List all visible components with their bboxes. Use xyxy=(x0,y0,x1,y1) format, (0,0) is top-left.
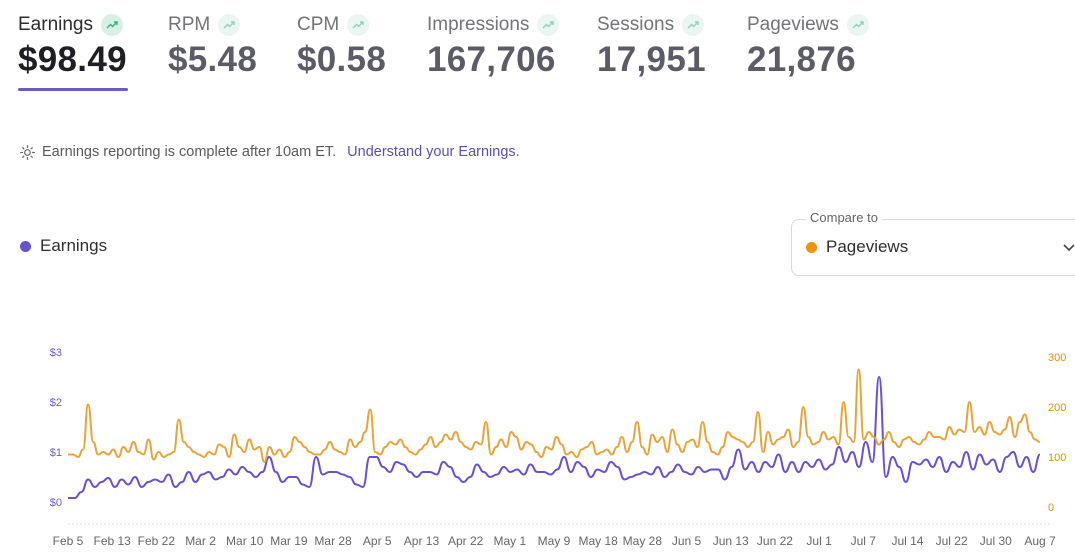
x-tick-label: Apr 13 xyxy=(404,534,440,548)
metric-value: $0.58 xyxy=(297,40,387,79)
metric-label: RPM xyxy=(168,14,211,35)
understand-earnings-link[interactable]: Understand your Earnings. xyxy=(347,144,520,160)
metric-value: $98.49 xyxy=(18,40,127,79)
earnings-legend-dot xyxy=(20,240,31,252)
x-tick-label: Jul 14 xyxy=(891,534,923,548)
metric-tab-pageviews[interactable]: Pageviews 21,876 xyxy=(747,14,869,80)
trend-up-icon xyxy=(537,14,560,36)
x-tick-label: Apr 5 xyxy=(363,534,392,548)
trend-up-icon xyxy=(101,14,123,36)
trend-up-icon xyxy=(218,14,241,36)
metric-label: Pageviews xyxy=(747,14,839,35)
metric-value: 167,706 xyxy=(427,40,556,79)
active-tab-underline xyxy=(18,88,128,91)
pageviews-legend-dot xyxy=(806,241,817,253)
x-tick-label: Jul 22 xyxy=(936,534,968,548)
y-right-tick-label: 300 xyxy=(1048,352,1066,364)
y-left-tick-label: $0 xyxy=(50,497,62,509)
metric-tab-earnings[interactable]: Earnings $98.49 xyxy=(18,14,127,80)
compare-to-select[interactable]: Compare to Pageviews xyxy=(791,210,1075,276)
x-tick-label: Aug 7 xyxy=(1024,534,1056,548)
chart-legend: Earnings xyxy=(20,236,107,256)
x-tick-label: Feb 22 xyxy=(138,534,176,548)
x-tick-label: Mar 19 xyxy=(270,534,308,548)
x-tick-label: Jul 30 xyxy=(980,534,1012,548)
trend-up-icon xyxy=(682,14,705,36)
metric-value: $5.48 xyxy=(168,40,258,79)
x-tick-label: Feb 5 xyxy=(53,534,84,548)
trend-up-icon xyxy=(347,14,370,36)
x-tick-label: May 1 xyxy=(493,534,526,548)
series-line-earnings xyxy=(68,376,1041,499)
y-left-tick-label: $2 xyxy=(50,397,62,409)
earnings-notice: Earnings reporting is complete after 10a… xyxy=(20,144,520,160)
x-tick-label: Apr 22 xyxy=(448,534,484,548)
x-tick-label: Feb 13 xyxy=(94,534,132,548)
metric-label: Sessions xyxy=(597,14,675,35)
x-tick-label: Mar 28 xyxy=(314,534,352,548)
metric-label: Impressions xyxy=(427,14,530,35)
x-tick-label: Jul 1 xyxy=(806,534,832,548)
series-line-pageviews xyxy=(67,368,1041,463)
metric-value: 17,951 xyxy=(597,40,706,79)
x-tick-label: Jun 13 xyxy=(713,534,749,548)
sun-icon xyxy=(20,144,35,160)
metric-value: 21,876 xyxy=(747,40,856,79)
y-right-tick-label: 0 xyxy=(1048,502,1054,514)
x-tick-label: May 18 xyxy=(579,534,619,548)
notice-text: Earnings reporting is complete after 10a… xyxy=(42,144,337,160)
y-left-tick-label: $3 xyxy=(50,347,62,359)
trend-up-icon xyxy=(846,14,869,36)
x-tick-label: May 9 xyxy=(538,534,571,548)
y-left-tick-label: $1 xyxy=(50,447,62,459)
metric-tab-impressions[interactable]: Impressions 167,706 xyxy=(427,14,560,80)
x-tick-label: May 28 xyxy=(623,534,663,548)
metric-tab-cpm[interactable]: CPM $0.58 xyxy=(297,14,386,80)
metric-label: Earnings xyxy=(18,14,93,35)
metric-tab-sessions[interactable]: Sessions 17,951 xyxy=(597,14,706,80)
metric-tab-rpm[interactable]: RPM $5.48 xyxy=(168,14,257,80)
y-right-tick-label: 100 xyxy=(1048,452,1066,464)
x-tick-label: Jul 7 xyxy=(851,534,877,548)
y-right-tick-label: 200 xyxy=(1048,402,1066,414)
x-tick-label: Jun 22 xyxy=(757,534,793,548)
compare-to-label: Compare to xyxy=(806,210,882,225)
chevron-down-icon xyxy=(1063,244,1075,252)
x-tick-label: Jun 5 xyxy=(672,534,702,548)
compare-value: Pageviews xyxy=(826,237,909,256)
x-tick-label: Mar 10 xyxy=(226,534,264,548)
legend-label-earnings: Earnings xyxy=(40,236,108,255)
metric-label: CPM xyxy=(297,14,340,35)
x-tick-label: Mar 2 xyxy=(185,534,216,548)
